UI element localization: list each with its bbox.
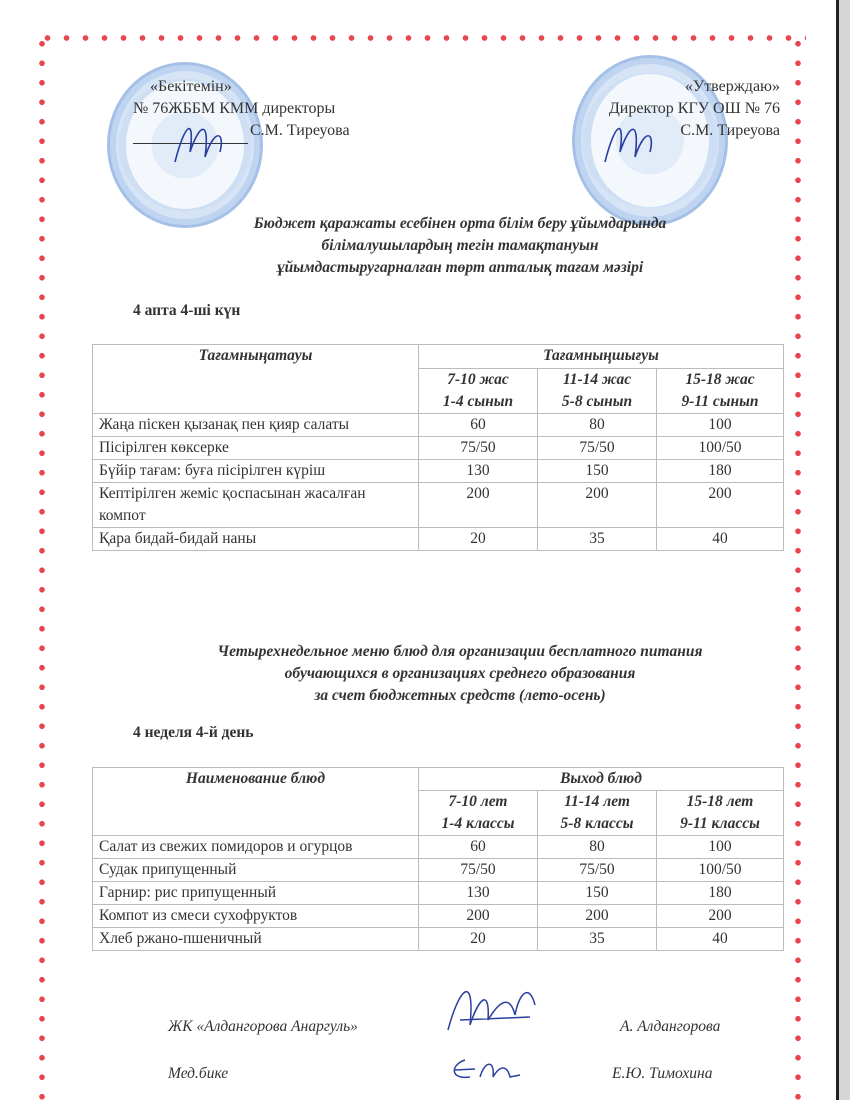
- footer-supplier: ЖК «Алдангорова Анаргуль»: [168, 1018, 358, 1035]
- dish-name-cell: Кептірілген жеміс қоспасынан жасалған ко…: [92, 482, 419, 528]
- portion-cell: 75/50: [537, 436, 657, 460]
- portion-cell: 100: [656, 413, 784, 437]
- portion-cell: 100: [656, 835, 784, 859]
- signature-right: [604, 128, 653, 163]
- dish-name-cell: Қара бидай-бидай наны: [92, 527, 419, 551]
- portion-cell: 130: [418, 459, 538, 483]
- portion-cell: 200: [537, 904, 657, 928]
- portion-cell: 60: [418, 835, 538, 859]
- table-row: Кептірілген жеміс қоспасынан жасалған ко…: [92, 482, 784, 528]
- signature-nurse: [453, 1059, 521, 1079]
- col-header-output: Выход блюд: [418, 767, 784, 791]
- kz-menu-table: Тағамныңатауы Тағамныңшығуы 7-10 жас 1-4 с…: [92, 344, 784, 551]
- portion-cell: 75/50: [418, 436, 538, 460]
- dish-name-cell: Хлеб ржано-пшеничный: [92, 927, 419, 951]
- portion-cell: 150: [537, 881, 657, 905]
- table-row: Гарнир: рис припущенный 130 150 180: [92, 881, 784, 905]
- portion-cell: 60: [418, 413, 538, 437]
- footer-supplier-name: А. Алдангорова: [620, 1018, 721, 1035]
- portion-cell: 200: [656, 904, 784, 928]
- approval-right-label: «Утверждаю»: [684, 78, 780, 95]
- table-row: Бүйір тағам: буға пісірілген күріш 130 150…: [92, 459, 784, 483]
- kz-title-line: білімалушылардың тегін тамақтануын: [321, 237, 599, 254]
- portion-cell: 20: [418, 527, 538, 551]
- table-row: Хлеб ржано-пшеничный 20 35 40: [92, 927, 784, 951]
- ru-day-heading: 4 неделя 4-й день: [133, 724, 254, 741]
- portion-cell: 75/50: [418, 858, 538, 882]
- table-row: Қара бидай-бидай наны 20 35 40: [92, 527, 784, 551]
- portion-cell: 35: [537, 527, 657, 551]
- ru-title-line: Четырехнедельное меню блюд для организац…: [217, 643, 703, 660]
- signature-supplier: [447, 990, 536, 1031]
- portion-cell: 40: [656, 527, 784, 551]
- col-header-group: 11-14 лет 5-8 классы: [537, 790, 657, 836]
- approval-right-position: Директор КГУ ОШ № 76: [608, 100, 780, 117]
- portion-cell: 200: [656, 482, 784, 528]
- col-header-group: 7-10 жас 1-4 сынып: [418, 368, 538, 414]
- ru-title-line: обучающихся в организациях среднего обра…: [284, 665, 636, 682]
- table-row: Жаңа піскен қызанақ пен қияр салаты 60 80 1…: [92, 413, 784, 437]
- decorative-border-top: [38, 34, 806, 42]
- portion-cell: 80: [537, 413, 657, 437]
- portion-cell: 100/50: [656, 436, 784, 460]
- ru-menu-table: Наименование блюд Выход блюд 7-10 лет 1-4 …: [92, 767, 784, 951]
- approval-left-label: «Бекітемін»: [150, 78, 232, 95]
- dish-name-cell: Гарнир: рис припущенный: [92, 881, 419, 905]
- col-header-name: Тағамныңатауы: [92, 344, 419, 414]
- ru-title: Четырехнедельное меню блюд для организац…: [0, 641, 850, 707]
- decorative-border-right: [794, 34, 802, 1100]
- dish-name-cell: Салат из свежих помидоров и огурцов: [92, 835, 419, 859]
- table-row: Пісірілген көксерке 75/50 75/50 100/50: [92, 436, 784, 460]
- footer-nurse-name: Е.Ю. Тимохина: [612, 1065, 713, 1082]
- dish-name-cell: Жаңа піскен қызанақ пен қияр салаты: [92, 413, 419, 437]
- portion-cell: 180: [656, 881, 784, 905]
- table-row: Судак припущенный 75/50 75/50 100/50: [92, 858, 784, 882]
- portion-cell: 200: [418, 482, 538, 528]
- portion-cell: 200: [418, 904, 538, 928]
- portion-cell: 75/50: [537, 858, 657, 882]
- portion-cell: 35: [537, 927, 657, 951]
- portion-cell: 130: [418, 881, 538, 905]
- portion-cell: 150: [537, 459, 657, 483]
- signature-left: [174, 128, 223, 163]
- kz-day-heading: 4 апта 4-ші күн: [133, 302, 241, 319]
- kz-title: Бюджет қаражаты есебінен орта білім беру…: [0, 213, 850, 279]
- portion-cell: 40: [656, 927, 784, 951]
- approval-right-name: С.М. Тиреуова: [680, 122, 780, 139]
- col-header-name: Наименование блюд: [92, 767, 419, 836]
- decorative-border-left: [38, 34, 46, 1100]
- col-header-group: 11-14 жас 5-8 сынып: [537, 368, 657, 414]
- approval-left-position: № 76ЖББМ КММ директоры: [133, 100, 336, 117]
- kz-title-line: ұйымдастыругарналған төрт апталық тағам …: [276, 259, 644, 276]
- portion-cell: 80: [537, 835, 657, 859]
- scan-margin: [839, 0, 850, 1100]
- table-row: Салат из свежих помидоров и огурцов 60 80 1…: [92, 835, 784, 859]
- scan-edge: [836, 0, 839, 1100]
- approval-left-name: С.М. Тиреуова: [250, 122, 350, 139]
- stamp-left: [107, 62, 263, 228]
- portion-cell: 100/50: [656, 858, 784, 882]
- col-header-group: 15-18 жас 9-11 сынып: [656, 368, 784, 414]
- portion-cell: 180: [656, 459, 784, 483]
- footer-nurse: Мед.бике: [168, 1065, 229, 1082]
- kz-title-line: Бюджет қаражаты есебінен орта білім беру…: [253, 215, 667, 232]
- dish-name-cell: Бүйір тағам: буға пісірілген күріш: [92, 459, 419, 483]
- portion-cell: 200: [537, 482, 657, 528]
- dish-name-cell: Компот из смеси сухофруктов: [92, 904, 419, 928]
- col-header-output: Тағамныңшығуы: [418, 344, 784, 369]
- ru-title-line: за счет бюджетных средств (лето-осень): [314, 687, 606, 704]
- portion-cell: 20: [418, 927, 538, 951]
- col-header-group: 7-10 лет 1-4 классы: [418, 790, 538, 836]
- stamp-right: [572, 55, 728, 226]
- col-header-group: 15-18 лет 9-11 классы: [656, 790, 784, 836]
- dish-name-cell: Судак припущенный: [92, 858, 419, 882]
- table-row: Компот из смеси сухофруктов 200 200 200: [92, 904, 784, 928]
- dish-name-cell: Пісірілген көксерке: [92, 436, 419, 460]
